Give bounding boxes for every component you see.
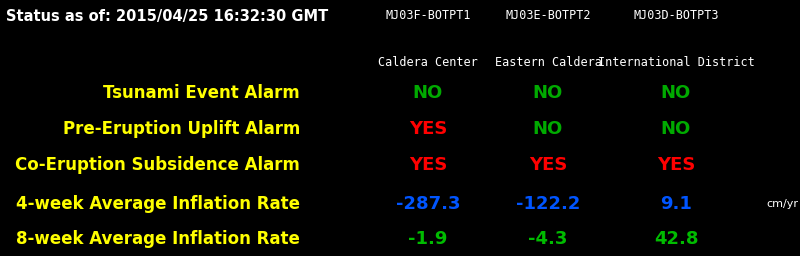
Text: MJ03F-BOTPT1: MJ03F-BOTPT1: [386, 9, 470, 22]
Text: Status as of: 2015/04/25 16:32:30 GMT: Status as of: 2015/04/25 16:32:30 GMT: [6, 9, 329, 24]
Text: MJ03E-BOTPT2: MJ03E-BOTPT2: [506, 9, 590, 22]
Text: International District: International District: [598, 56, 754, 69]
Text: MJ03D-BOTPT3: MJ03D-BOTPT3: [634, 9, 718, 22]
Text: NO: NO: [661, 84, 691, 102]
Text: Eastern Caldera: Eastern Caldera: [494, 56, 602, 69]
Text: YES: YES: [657, 156, 695, 174]
Text: -287.3: -287.3: [396, 195, 460, 212]
Text: Tsunami Event Alarm: Tsunami Event Alarm: [103, 84, 300, 102]
Text: NO: NO: [533, 84, 563, 102]
Text: NO: NO: [413, 84, 443, 102]
Text: 8-week Average Inflation Rate: 8-week Average Inflation Rate: [16, 230, 300, 248]
Text: Pre-Eruption Uplift Alarm: Pre-Eruption Uplift Alarm: [62, 120, 300, 138]
Text: Caldera Center: Caldera Center: [378, 56, 478, 69]
Text: YES: YES: [409, 120, 447, 138]
Text: Co-Eruption Subsidence Alarm: Co-Eruption Subsidence Alarm: [15, 156, 300, 174]
Text: -1.9: -1.9: [408, 230, 448, 248]
Text: -122.2: -122.2: [516, 195, 580, 212]
Text: YES: YES: [529, 156, 567, 174]
Text: NO: NO: [533, 120, 563, 138]
Text: -4.3: -4.3: [528, 230, 568, 248]
Text: 4-week Average Inflation Rate: 4-week Average Inflation Rate: [16, 195, 300, 212]
Text: YES: YES: [409, 156, 447, 174]
Text: 42.8: 42.8: [654, 230, 698, 248]
Text: 9.1: 9.1: [660, 195, 692, 212]
Text: cm/yr: cm/yr: [766, 198, 798, 209]
Text: NO: NO: [661, 120, 691, 138]
